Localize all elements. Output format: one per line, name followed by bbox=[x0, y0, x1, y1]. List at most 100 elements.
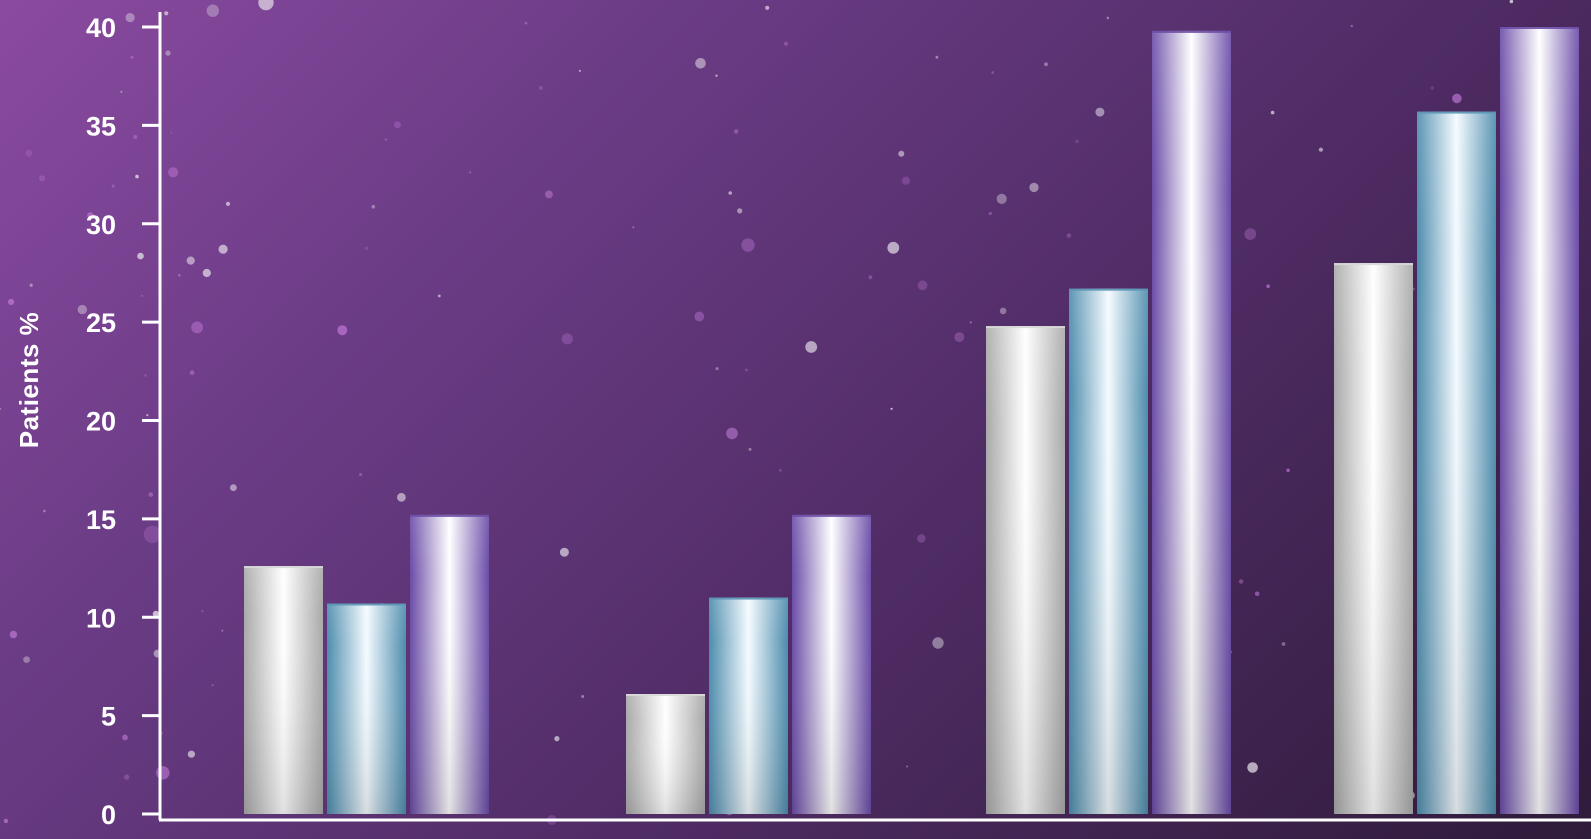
bubble-decoration bbox=[9, 630, 18, 639]
bubble-decoration bbox=[122, 734, 128, 741]
bar-shading bbox=[986, 326, 1065, 814]
bubble-decoration bbox=[393, 121, 401, 129]
bar-shading bbox=[1500, 27, 1579, 814]
bubble-decoration bbox=[130, 55, 134, 59]
bubble-decoration bbox=[1095, 107, 1105, 117]
bubble-decoration bbox=[144, 374, 147, 377]
bubble-decoration bbox=[148, 492, 154, 497]
bubble-decoration bbox=[133, 134, 138, 139]
bubble-decoration bbox=[954, 332, 965, 343]
bubble-decoration bbox=[1452, 93, 1462, 104]
bubble-decoration bbox=[988, 211, 992, 216]
bubble-decoration bbox=[156, 766, 170, 780]
bubble-decoration bbox=[77, 304, 88, 315]
bubble-decoration bbox=[146, 414, 149, 417]
bubble-decoration bbox=[868, 275, 873, 280]
bubble-decoration bbox=[165, 50, 171, 56]
bar-top-edge bbox=[1500, 27, 1579, 29]
bubble-decoration bbox=[765, 5, 770, 10]
bubble-decoration bbox=[125, 13, 135, 23]
bubble-decoration bbox=[1286, 468, 1290, 473]
bubble-decoration bbox=[111, 184, 115, 188]
bubble-decoration bbox=[206, 4, 219, 17]
bubble-decoration bbox=[384, 138, 388, 141]
axes-layer: 0 5 10 15 20 25 30 35 40 bbox=[86, 12, 1591, 830]
bubble-decoration bbox=[189, 370, 195, 376]
bubble-decoration bbox=[906, 765, 909, 768]
bars-layer bbox=[244, 27, 1579, 815]
bubble-decoration bbox=[3, 818, 9, 824]
bar-top-edge bbox=[709, 597, 788, 600]
bubble-decoration bbox=[741, 238, 755, 252]
y-tick-label: 5 bbox=[101, 702, 116, 732]
bubble-decoration bbox=[695, 58, 706, 69]
bubble-decoration bbox=[1270, 110, 1275, 115]
bubble-decoration bbox=[1044, 62, 1048, 67]
bubble-decoration bbox=[545, 190, 553, 199]
bubble-decoration bbox=[135, 174, 139, 179]
bubble-decoration bbox=[1238, 579, 1244, 584]
bubble-decoration bbox=[1066, 233, 1072, 238]
bar-top-edge bbox=[244, 566, 323, 569]
bubble-decoration bbox=[25, 149, 33, 157]
bubble-decoration bbox=[538, 85, 543, 90]
bubble-decoration bbox=[991, 71, 995, 74]
bubble-decoration bbox=[211, 684, 214, 687]
bubble-decoration bbox=[397, 492, 406, 502]
bubble-decoration bbox=[87, 212, 94, 219]
bubble-decoration bbox=[1029, 182, 1039, 193]
bubble-decoration bbox=[152, 610, 159, 618]
bubble-decoration bbox=[1350, 24, 1354, 28]
bubble-decoration bbox=[748, 447, 752, 451]
bubble-decoration bbox=[1318, 147, 1323, 152]
bubble-decoration bbox=[8, 298, 15, 305]
bar-top-edge bbox=[410, 514, 489, 517]
bubble-decoration bbox=[1430, 86, 1434, 90]
bubble-decoration bbox=[898, 150, 905, 157]
bubble-decoration bbox=[581, 695, 585, 698]
bar-shading bbox=[410, 514, 489, 814]
y-tick-label: 20 bbox=[86, 407, 116, 437]
bubble-decoration bbox=[715, 367, 719, 371]
bar-shading bbox=[1069, 288, 1148, 814]
bubble-decoration bbox=[734, 129, 739, 134]
bubble-decoration bbox=[202, 268, 211, 278]
bubble-decoration bbox=[783, 41, 789, 46]
bubble-decoration bbox=[890, 407, 893, 410]
bubble-decoration bbox=[1247, 762, 1258, 773]
bar-shading bbox=[327, 603, 406, 814]
bubble-decoration bbox=[124, 774, 130, 780]
bubble-decoration bbox=[969, 321, 972, 324]
bubble-decoration bbox=[258, 0, 274, 11]
bubble-decoration bbox=[141, 294, 144, 297]
bubble-decoration bbox=[745, 368, 748, 372]
bubble-decoration bbox=[805, 341, 818, 353]
bubble-decoration bbox=[996, 193, 1007, 204]
bubble-decoration bbox=[359, 472, 363, 477]
y-tick-label: 35 bbox=[86, 111, 116, 141]
bar-top-edge bbox=[1417, 111, 1496, 114]
bubble-decoration bbox=[371, 204, 376, 209]
bubble-decoration bbox=[120, 90, 123, 93]
bubble-decoration bbox=[23, 656, 30, 663]
bubble-decoration bbox=[917, 534, 926, 543]
bubble-decoration bbox=[887, 241, 900, 254]
bar-top-edge bbox=[792, 514, 871, 517]
bar-shading bbox=[709, 597, 788, 814]
bubble-decoration bbox=[726, 427, 738, 440]
bubble-decoration bbox=[999, 307, 1007, 315]
bubble-decoration bbox=[1254, 591, 1260, 597]
bubble-decoration bbox=[143, 525, 162, 544]
bar-shading bbox=[626, 694, 705, 814]
bubble-decoration bbox=[191, 321, 204, 334]
bubble-decoration bbox=[186, 256, 195, 265]
bubble-decoration bbox=[917, 280, 928, 291]
bubble-decoration bbox=[29, 283, 33, 287]
bar-shading bbox=[244, 566, 323, 814]
bubble-decoration bbox=[178, 274, 181, 277]
bubble-decoration bbox=[221, 629, 224, 632]
bubble-decoration bbox=[225, 201, 231, 206]
y-tick-label: 40 bbox=[86, 13, 116, 43]
bar-top-edge bbox=[1069, 288, 1148, 291]
